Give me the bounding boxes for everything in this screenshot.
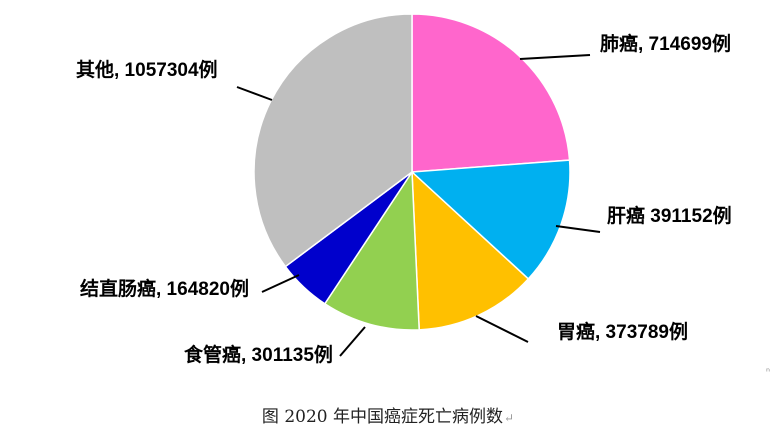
label-liver-cancer: 肝癌 391152例 — [607, 204, 732, 227]
slice-lung-cancer — [411, 13, 571, 173]
leader-line-other — [236, 86, 273, 101]
caption-text: 图 2020 年中国癌症死亡病例数 — [261, 407, 503, 427]
figure-caption: 图 2020 年中国癌症死亡病例数↵ — [0, 402, 776, 427]
slice-esophageal-cancer — [323, 169, 420, 331]
label-lung-cancer: 肺癌, 714699例 — [600, 32, 731, 55]
edge-mark: ⁿ — [766, 367, 770, 378]
leader-line-stomach-cancer — [475, 315, 529, 343]
slice-liver-cancer — [410, 159, 571, 280]
leader-line-colorectal-cancer — [261, 274, 300, 293]
label-esophageal-cancer: 食管癌, 301135例 — [184, 343, 333, 366]
label-other: 其他, 1057304例 — [76, 58, 218, 81]
label-stomach-cancer: 胃癌, 373789例 — [557, 320, 688, 343]
label-colorectal-cancer: 结直肠癌, 164820例 — [80, 277, 249, 300]
paragraph-mark-icon: ↵ — [504, 411, 515, 425]
leader-line-esophageal-cancer — [339, 326, 366, 357]
slice-other — [253, 13, 413, 268]
leader-line-lung-cancer — [519, 54, 591, 60]
slice-stomach-cancer — [411, 170, 530, 331]
leader-line-liver-cancer — [555, 225, 601, 233]
